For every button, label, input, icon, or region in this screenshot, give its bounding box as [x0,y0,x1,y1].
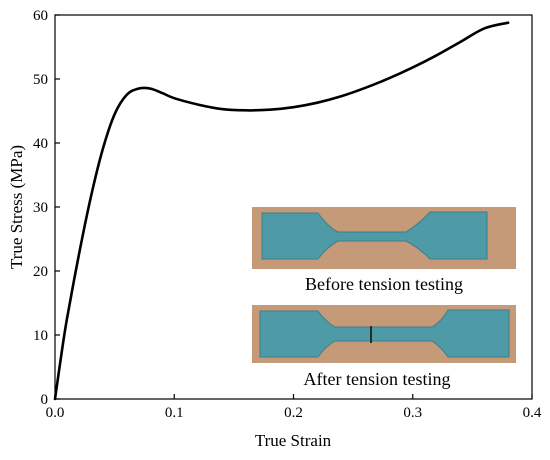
y-tick-label: 20 [33,264,48,280]
specimen-after [259,309,510,358]
x-tick-label: 0.1 [165,405,184,421]
x-axis-ticks: 0.0 0.1 0.2 0.3 0.4 [46,394,542,421]
y-tick-label: 0 [41,392,49,408]
x-tick-label: 0.3 [403,405,422,421]
y-tick-label: 60 [33,8,48,24]
inset-caption-after: After tension testing [304,369,451,389]
y-tick-label: 30 [33,200,48,216]
x-tick-label: 0.2 [284,405,303,421]
inset-photo-before [252,207,516,269]
inset-photo-after [252,305,516,363]
y-tick-label: 40 [33,136,48,152]
specimen-before [261,211,488,260]
y-tick-label: 10 [33,328,48,344]
x-axis-title: True Strain [255,431,332,450]
stress-strain-curve [53,21,510,401]
inset-caption-before: Before tension testing [305,274,463,294]
y-axis-title: True Stress (MPa) [7,145,26,269]
x-tick-label: 0.0 [46,405,65,421]
y-tick-label: 50 [33,72,48,88]
x-tick-label: 0.4 [523,405,542,421]
y-axis-ticks: 0 10 20 30 40 50 60 [33,8,60,408]
